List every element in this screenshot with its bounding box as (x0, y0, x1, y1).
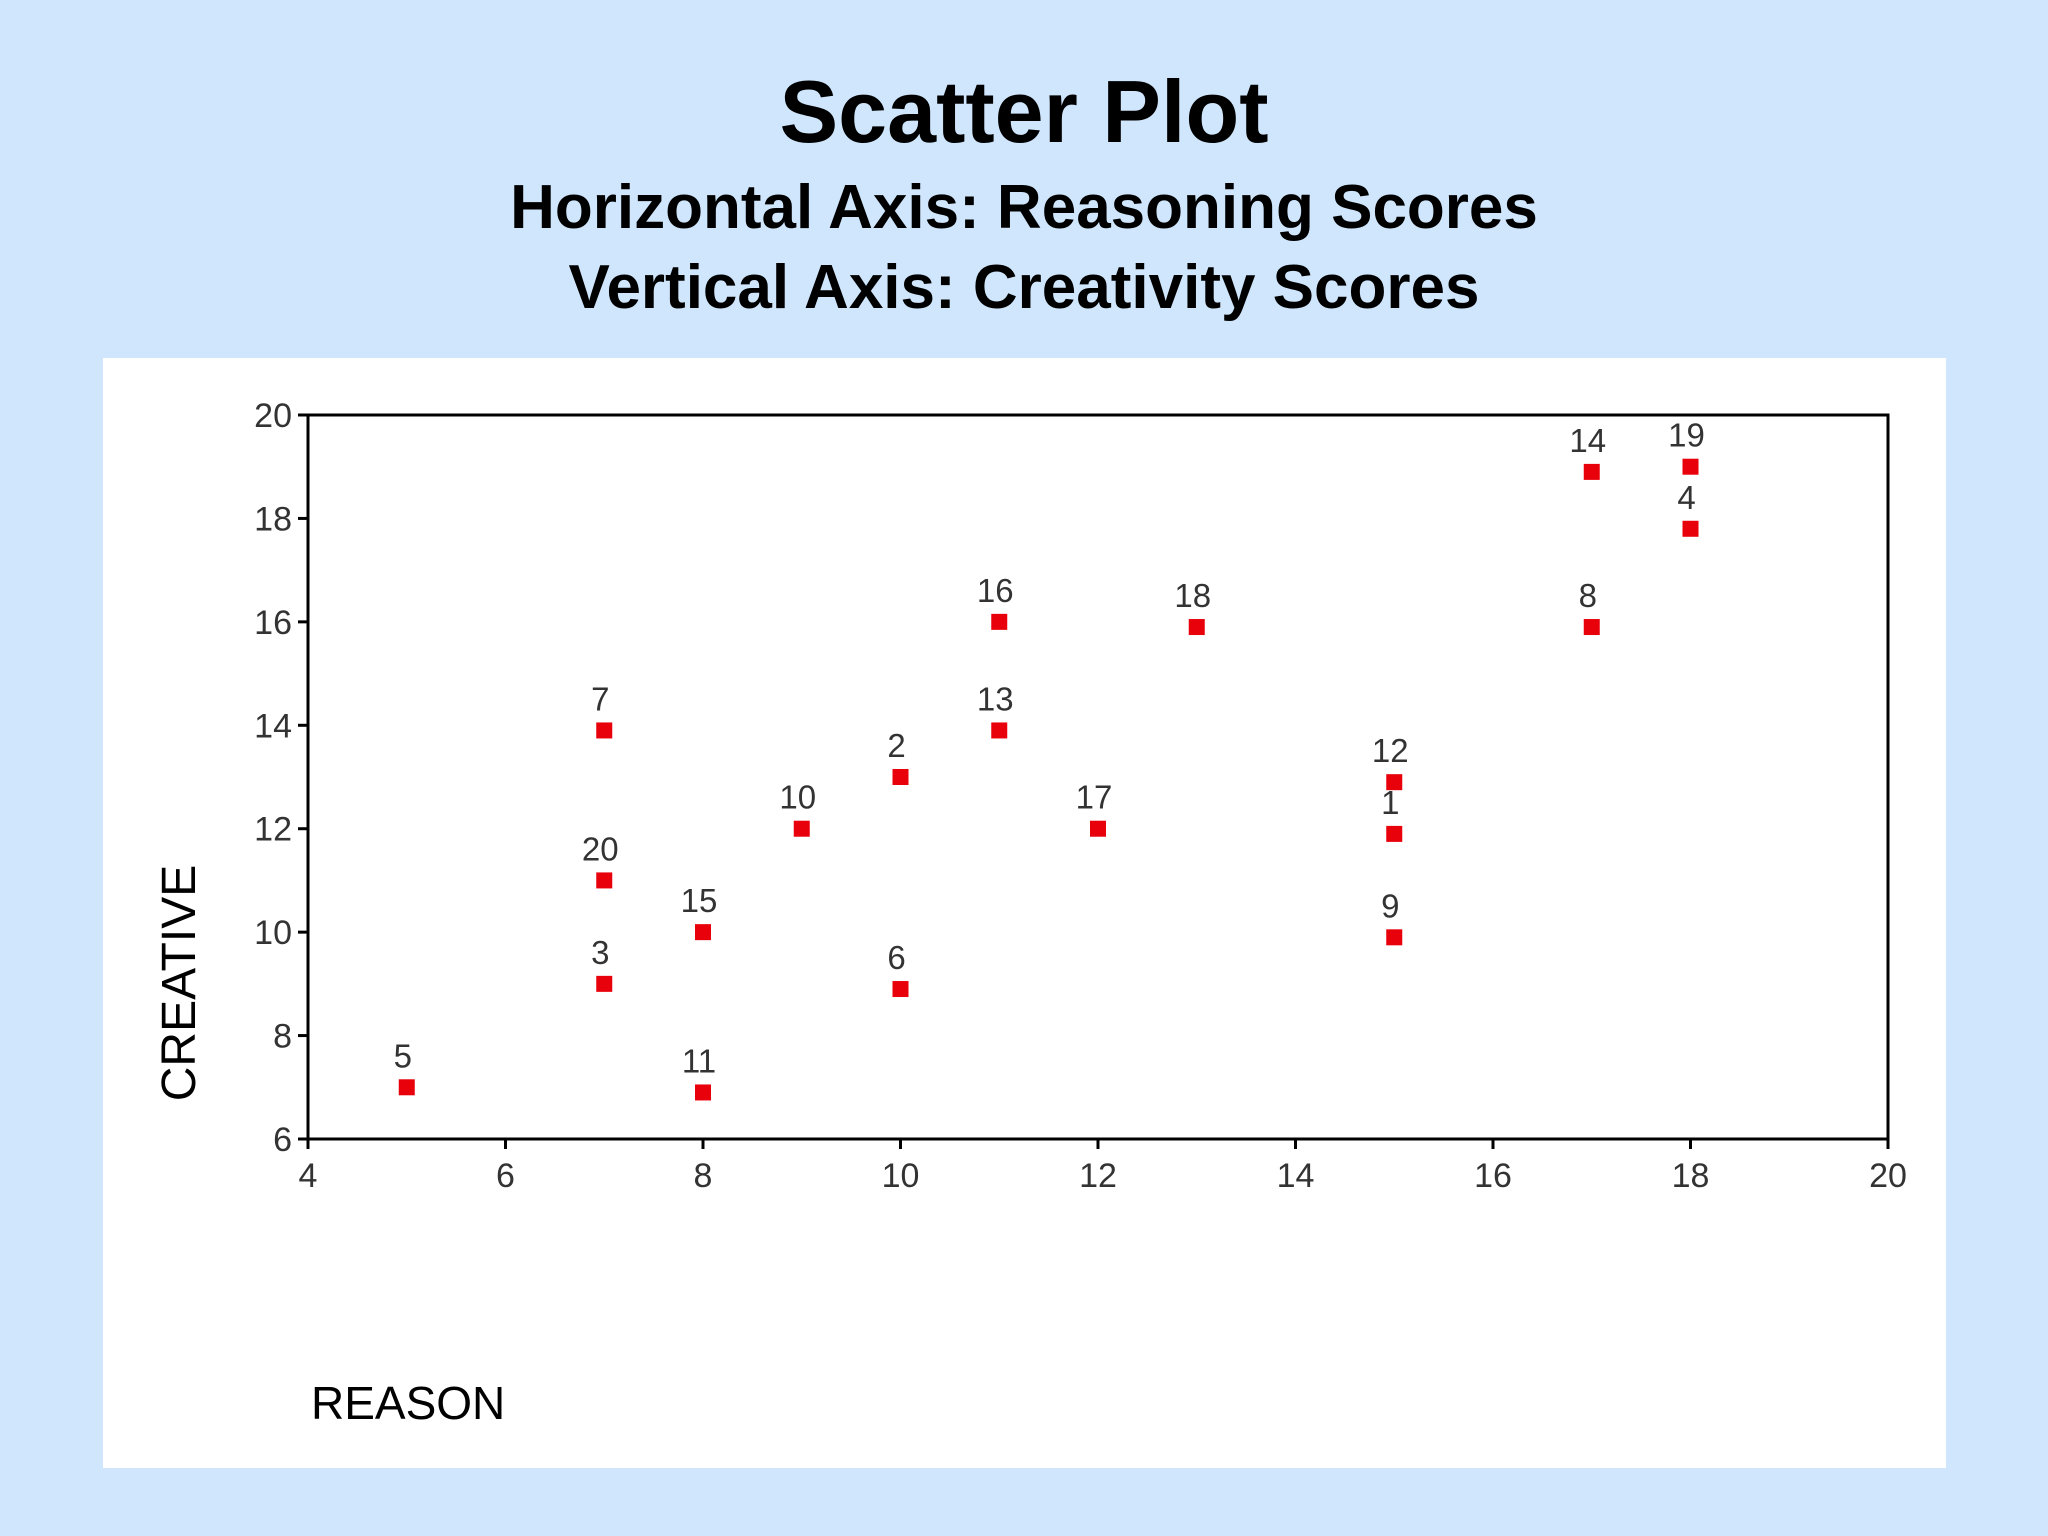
data-point-label: 2 (887, 727, 905, 764)
x-tick-label: 16 (1474, 1157, 1512, 1195)
data-point-label: 8 (1579, 577, 1597, 614)
slide-subtitle-vertical-axis: Vertical Axis: Creativity Scores (568, 253, 1480, 322)
data-point-marker (1682, 520, 1699, 537)
data-point-marker (892, 769, 909, 785)
slide-subtitle-horizontal-axis: Horizontal Axis: Reasoning Scores (510, 173, 1538, 242)
x-tick-label: 8 (694, 1157, 713, 1195)
x-axis-ticks: 4 6 8 10 12 14 16 18 20 (299, 1139, 1907, 1195)
data-point-label: 20 (582, 830, 619, 867)
y-tick-label: 10 (254, 914, 292, 952)
x-tick-label: 20 (1869, 1157, 1907, 1195)
x-tick-label: 10 (882, 1157, 920, 1195)
data-point-label: 3 (591, 934, 609, 971)
data-point-marker (695, 924, 711, 941)
y-tick-label: 18 (254, 500, 292, 538)
plot-area-frame (306, 413, 1890, 1141)
data-point-label: 13 (977, 680, 1014, 717)
data-point-label: 14 (1569, 422, 1606, 459)
data-point-marker (892, 981, 909, 998)
x-tick-label: 12 (1079, 1157, 1117, 1195)
data-point-label: 11 (682, 1042, 716, 1079)
data-point-marker (1386, 929, 1403, 946)
data-point-label: 18 (1174, 577, 1211, 614)
data-point-label: 6 (887, 939, 905, 976)
data-point-marker (596, 722, 613, 739)
x-tick-label: 14 (1277, 1157, 1315, 1195)
data-point-label: 10 (779, 779, 816, 816)
data-point-label: 5 (394, 1037, 412, 1074)
data-point-label: 19 (1668, 417, 1705, 454)
x-tick-label: 4 (299, 1157, 318, 1195)
data-point-marker (991, 613, 1008, 630)
x-axis-label: REASON (311, 1377, 505, 1429)
y-tick-label: 8 (273, 1018, 292, 1056)
data-point-marker (1386, 774, 1403, 791)
data-point-marker (1583, 463, 1600, 480)
y-tick-label: 6 (273, 1121, 292, 1159)
data-point-marker (1682, 458, 1699, 475)
y-tick-label: 20 (254, 397, 292, 435)
data-point-label: 12 (1372, 732, 1409, 769)
y-tick-label: 14 (254, 707, 292, 745)
data-point-marker (1583, 619, 1600, 636)
data-point-marker (596, 975, 613, 992)
data-point-marker (695, 1084, 711, 1101)
y-tick-label: 12 (254, 811, 292, 849)
data-point-label: 9 (1381, 887, 1399, 924)
data-point-marker (398, 1079, 415, 1096)
data-point-label: 16 (977, 572, 1014, 609)
y-axis-label: CREATIVE (153, 865, 206, 1101)
data-point-label: 7 (591, 680, 609, 717)
data-point-marker (1188, 619, 1205, 636)
data-point-marker (1386, 825, 1403, 842)
data-point-marker (1090, 820, 1106, 837)
y-tick-label: 16 (254, 604, 292, 642)
data-point-marker (793, 820, 810, 837)
y-axis-ticks: 6 8 10 12 14 16 18 20 (254, 397, 308, 1159)
data-point-marker (991, 722, 1008, 739)
data-point-label: 15 (681, 882, 718, 919)
slide-title: Scatter Plot (779, 62, 1269, 161)
x-tick-label: 18 (1672, 1157, 1710, 1195)
data-point-label: 17 (1076, 779, 1113, 816)
data-point-marker (596, 872, 613, 889)
data-point-label: 1 (1381, 784, 1399, 821)
data-point-label: 4 (1677, 479, 1695, 516)
x-tick-label: 6 (496, 1157, 515, 1195)
